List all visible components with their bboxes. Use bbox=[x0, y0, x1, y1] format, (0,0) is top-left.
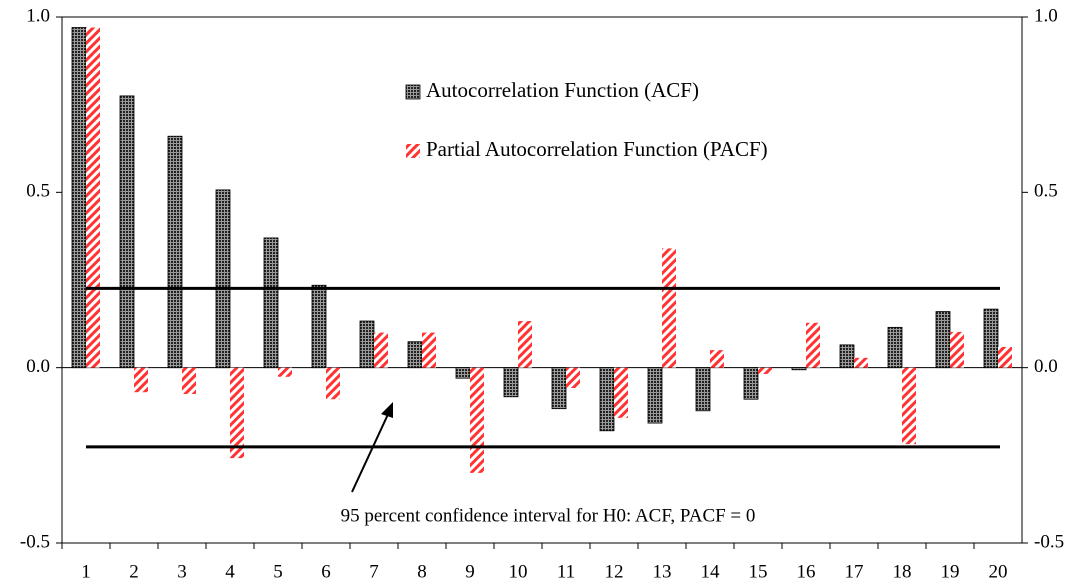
bar bbox=[695, 367, 711, 412]
arrow-head bbox=[381, 402, 393, 418]
y2-tick-label: -0.5 bbox=[1034, 531, 1064, 552]
x-tick-label: 4 bbox=[225, 561, 235, 582]
bar bbox=[599, 367, 615, 432]
bar bbox=[614, 367, 628, 418]
bar bbox=[647, 367, 663, 424]
bar bbox=[902, 367, 916, 445]
bar bbox=[806, 322, 820, 368]
bar bbox=[935, 311, 951, 369]
x-tick-label: 15 bbox=[749, 561, 768, 582]
bar bbox=[839, 344, 855, 369]
bar bbox=[566, 367, 580, 389]
bar bbox=[983, 308, 999, 369]
bar bbox=[950, 331, 964, 368]
bar bbox=[854, 357, 868, 368]
bar bbox=[167, 135, 183, 369]
x-tick-label: 1 bbox=[81, 561, 91, 582]
bar bbox=[134, 367, 148, 393]
y-tick-label: 0.5 bbox=[26, 181, 50, 202]
bar bbox=[71, 27, 87, 369]
bar bbox=[230, 367, 244, 459]
bar bbox=[422, 332, 436, 368]
bar bbox=[86, 27, 100, 368]
bar bbox=[710, 350, 724, 368]
bar bbox=[326, 367, 340, 400]
bar bbox=[743, 367, 759, 400]
bar bbox=[455, 367, 471, 379]
bar bbox=[758, 367, 772, 374]
bar bbox=[374, 332, 388, 368]
x-tick-label: 6 bbox=[321, 561, 331, 582]
y2-tick-label: 0.0 bbox=[1034, 356, 1058, 377]
y-tick-label: 1.0 bbox=[26, 5, 50, 26]
y-tick-label: 0.0 bbox=[26, 356, 50, 377]
x-tick-label: 3 bbox=[177, 561, 187, 582]
bar bbox=[470, 367, 484, 473]
bar bbox=[518, 321, 532, 368]
bar bbox=[278, 367, 292, 377]
x-tick-label: 19 bbox=[941, 561, 960, 582]
x-tick-label: 13 bbox=[653, 561, 672, 582]
x-tick-label: 16 bbox=[797, 561, 816, 582]
bar bbox=[407, 341, 423, 369]
legend-swatch bbox=[406, 144, 420, 158]
bar bbox=[263, 237, 279, 369]
bar bbox=[182, 367, 196, 394]
bar bbox=[551, 367, 567, 410]
x-tick-label: 18 bbox=[893, 561, 912, 582]
legend-label: Autocorrelation Function (ACF) bbox=[426, 78, 699, 102]
x-tick-label: 10 bbox=[509, 561, 528, 582]
bar bbox=[311, 284, 327, 369]
bar bbox=[791, 367, 807, 371]
y-tick-label: -0.5 bbox=[20, 531, 50, 552]
y2-tick-label: 0.5 bbox=[1034, 181, 1058, 202]
bar bbox=[887, 326, 903, 369]
x-tick-label: 17 bbox=[845, 561, 864, 582]
bar bbox=[359, 320, 375, 369]
x-tick-label: 14 bbox=[701, 561, 721, 582]
bar bbox=[503, 367, 519, 398]
x-tick-label: 5 bbox=[273, 561, 283, 582]
bar bbox=[119, 95, 135, 369]
x-tick-label: 9 bbox=[465, 561, 475, 582]
x-tick-label: 12 bbox=[605, 561, 624, 582]
bar bbox=[215, 189, 231, 369]
legend-label: Partial Autocorrelation Function (PACF) bbox=[426, 137, 768, 161]
legend-swatch bbox=[405, 84, 421, 100]
x-tick-label: 11 bbox=[557, 561, 575, 582]
bar bbox=[998, 346, 1012, 368]
x-tick-label: 7 bbox=[369, 561, 379, 582]
annotation: 95 percent confidence interval for H0: A… bbox=[341, 505, 756, 526]
x-tick-label: 2 bbox=[129, 561, 139, 582]
y2-tick-label: 1.0 bbox=[1034, 5, 1058, 26]
annotation-arrow bbox=[351, 409, 391, 493]
bar bbox=[662, 248, 676, 368]
x-tick-label: 8 bbox=[417, 561, 427, 582]
x-tick-label: 20 bbox=[989, 561, 1008, 582]
